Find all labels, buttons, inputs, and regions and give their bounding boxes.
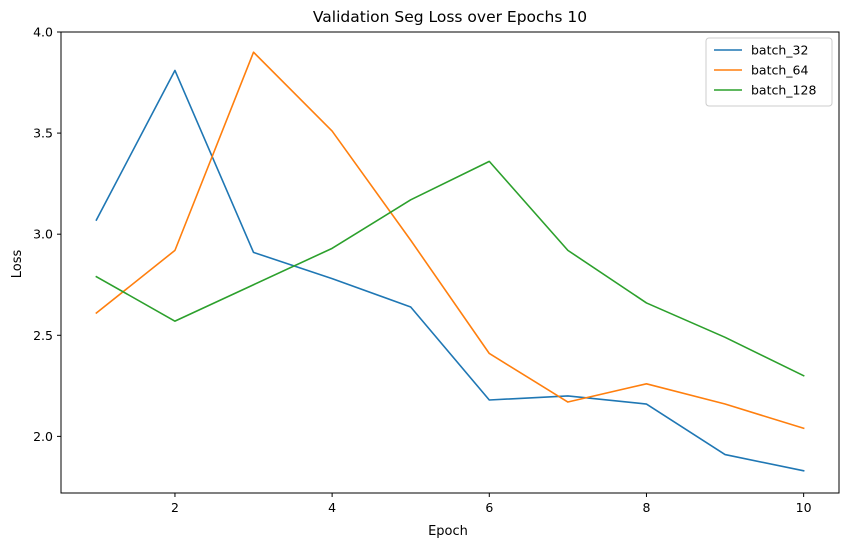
- legend-label: batch_128: [751, 83, 816, 98]
- x-axis-title: Epoch: [428, 524, 468, 539]
- x-tick-label: 2: [171, 500, 179, 515]
- x-tick-label: 4: [328, 500, 336, 515]
- x-tick-label: 10: [796, 500, 812, 515]
- chart-title: Validation Seg Loss over Epochs 10: [313, 8, 587, 26]
- legend-box: [705, 37, 833, 107]
- series-line-batch-128: [95, 160, 805, 377]
- y-tick-label: 4.0: [33, 25, 53, 40]
- series-line-batch-64: [95, 51, 805, 430]
- y-axis: 2.0 2.5 3.0 3.5 4.0: [33, 25, 61, 444]
- plot-frame: [60, 31, 840, 494]
- legend-label: batch_32: [751, 43, 808, 58]
- y-tick-label: 2.5: [33, 328, 53, 343]
- y-axis-title: Loss: [10, 250, 25, 279]
- x-axis: 2 4 6 8 10: [171, 493, 812, 515]
- y-tick-label: 3.0: [33, 227, 53, 242]
- plot-area: [95, 51, 805, 472]
- y-tick-label: 2.0: [33, 429, 53, 444]
- x-tick-label: 6: [485, 500, 493, 515]
- y-tick-label: 3.5: [33, 126, 53, 141]
- x-tick-label: 8: [642, 500, 650, 515]
- series-line-batch-32: [95, 69, 805, 472]
- legend-label: batch_64: [751, 63, 808, 78]
- legend: batch_32 batch_64 batch_128: [705, 37, 833, 107]
